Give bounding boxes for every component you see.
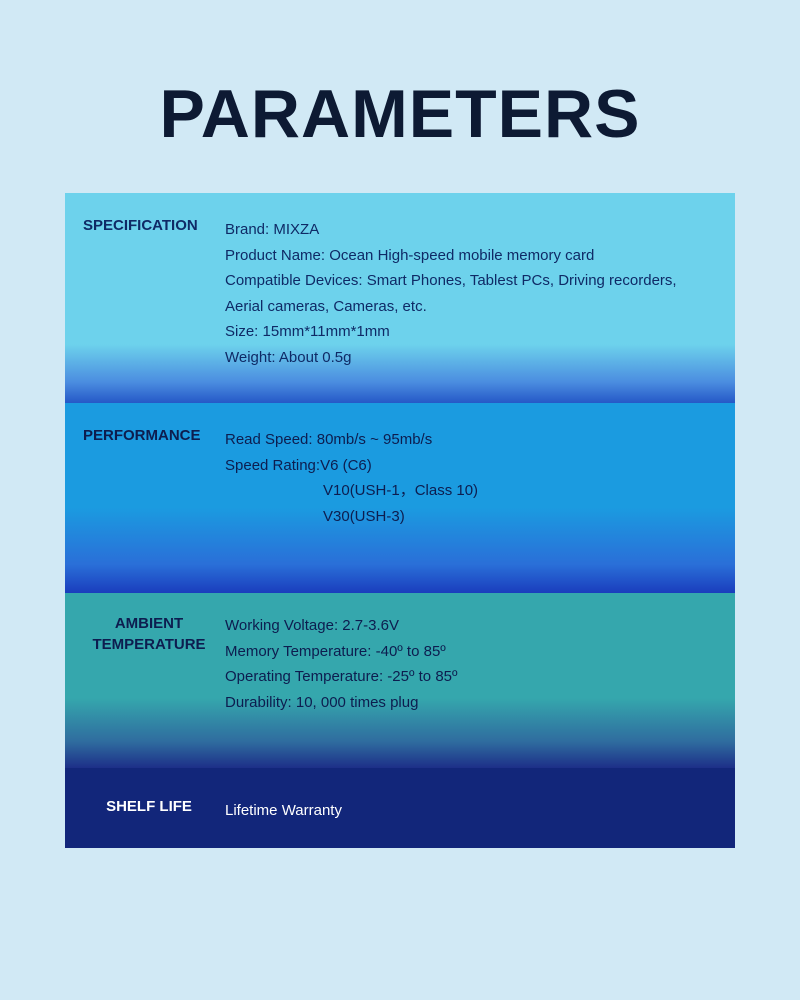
page-title: PARAMETERS bbox=[0, 75, 800, 153]
ambient-label-1: AMBIENT bbox=[115, 615, 183, 632]
ambient-label-2: TEMPERATURE bbox=[92, 636, 205, 653]
ambient-durability: Durability: 10, 000 times plug bbox=[225, 690, 717, 716]
ambient-voltage: Working Voltage: 2.7-3.6V bbox=[225, 613, 717, 639]
perf-read: Read Speed: 80mb/s ~ 95mb/s bbox=[225, 427, 717, 453]
section-specification: SPECIFICATION Brand: MIXZA Product Name:… bbox=[65, 193, 735, 403]
shelf-warranty: Lifetime Warranty bbox=[225, 798, 717, 824]
ambient-values: Working Voltage: 2.7-3.6V Memory Tempera… bbox=[225, 593, 735, 768]
perf-label: PERFORMANCE bbox=[65, 403, 225, 593]
perf-rating: Speed Rating:V6 (C6) bbox=[225, 453, 717, 479]
shelf-values: Lifetime Warranty bbox=[225, 768, 735, 848]
section-performance: PERFORMANCE Read Speed: 80mb/s ~ 95mb/s … bbox=[65, 403, 735, 593]
spec-values: Brand: MIXZA Product Name: Ocean High-sp… bbox=[225, 193, 735, 403]
section-shelf-life: SHELF LIFE Lifetime Warranty bbox=[65, 768, 735, 848]
section-ambient: AMBIENT TEMPERATURE Working Voltage: 2.7… bbox=[65, 593, 735, 768]
spec-label: SPECIFICATION bbox=[65, 193, 225, 403]
ambient-mem-temp: Memory Temperature: -40º to 85º bbox=[225, 639, 717, 665]
spec-brand: Brand: MIXZA bbox=[225, 217, 717, 243]
ambient-op-temp: Operating Temperature: -25º to 85º bbox=[225, 664, 717, 690]
spec-product: Product Name: Ocean High-speed mobile me… bbox=[225, 243, 717, 269]
spec-weight: Weight: About 0.5g bbox=[225, 345, 717, 371]
perf-v10: V10(USH-1，Class 10) bbox=[225, 478, 717, 504]
ambient-label: AMBIENT TEMPERATURE bbox=[65, 593, 225, 768]
perf-v30: V30(USH-3) bbox=[225, 504, 717, 530]
spec-compat: Compatible Devices: Smart Phones, Tables… bbox=[225, 268, 717, 319]
parameters-table: SPECIFICATION Brand: MIXZA Product Name:… bbox=[65, 193, 735, 848]
perf-values: Read Speed: 80mb/s ~ 95mb/s Speed Rating… bbox=[225, 403, 735, 593]
spec-size: Size: 15mm*11mm*1mm bbox=[225, 319, 717, 345]
shelf-label: SHELF LIFE bbox=[65, 768, 225, 848]
